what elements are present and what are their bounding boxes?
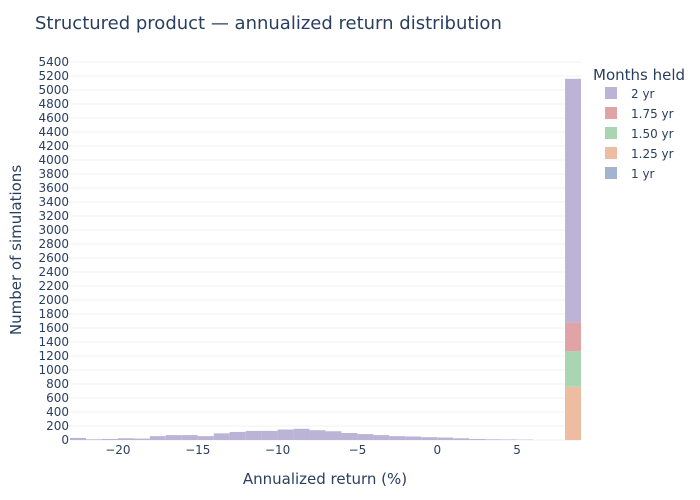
y-tick-label: 600 (46, 391, 69, 405)
x-axis-title: Annualized return (%) (243, 470, 407, 488)
bar-2-yr (197, 436, 214, 440)
bar-2-yr (501, 439, 518, 440)
y-tick-label: 4600 (38, 111, 69, 125)
bar-2-yr (341, 433, 358, 440)
legend-label: 2 yr (631, 87, 655, 101)
bar-2-yr (165, 435, 182, 440)
y-tick-label: 2800 (38, 237, 69, 251)
y-tick-label: 2200 (38, 279, 69, 293)
x-tick-label: −10 (265, 443, 290, 457)
x-tick-label: 5 (513, 443, 521, 457)
bar-2-yr (453, 438, 470, 440)
bar-2-yr (357, 434, 374, 440)
legend-swatch (605, 127, 617, 139)
bar-2-yr (213, 433, 230, 440)
bar-1_50-yr (565, 351, 581, 387)
y-tick-label: 4200 (38, 139, 69, 153)
chart-title: Structured product — annualized return d… (35, 13, 502, 34)
y-tick-label: 5000 (38, 83, 69, 97)
legend-label: 1.75 yr (631, 107, 674, 121)
legend-label: 1.50 yr (631, 127, 674, 141)
x-tick-label: −15 (185, 443, 210, 457)
legend-swatch (605, 107, 617, 119)
gridlines (70, 61, 581, 441)
bar-2-yr (149, 436, 166, 440)
y-tick-label: 1400 (38, 335, 69, 349)
y-tick-label: 2400 (38, 265, 69, 279)
bar-1_75-yr (565, 322, 581, 352)
y-tick-label: 4000 (38, 153, 69, 167)
y-tick-label: 5400 (38, 55, 69, 69)
y-tick-label: 2000 (38, 293, 69, 307)
bar-1_25-yr (565, 386, 581, 440)
x-tick-label: −5 (349, 443, 367, 457)
bar-2-yr (405, 436, 422, 440)
bar-2-yr (389, 436, 406, 440)
bar-2-yr (261, 430, 278, 440)
x-tick-label: 0 (433, 443, 441, 457)
bar-2-yr (245, 430, 262, 440)
y-tick-label: 1600 (38, 321, 69, 335)
y-tick-label: 2600 (38, 251, 69, 265)
y-tick-label: 3800 (38, 167, 69, 181)
legend-swatch (605, 167, 617, 179)
bar-2-yr (229, 431, 246, 440)
y-tick-label: 3400 (38, 195, 69, 209)
y-tick-label: 3200 (38, 209, 69, 223)
y-tick-label: 3000 (38, 223, 69, 237)
bar-2-yr (181, 435, 198, 440)
y-tick-label: 1800 (38, 307, 69, 321)
bar-2-yr (565, 78, 581, 323)
bar-2-yr (485, 439, 502, 440)
legend-title: Months held (593, 66, 685, 84)
bars (70, 78, 581, 440)
x-tick-label: −20 (105, 443, 130, 457)
bar-2-yr (293, 428, 310, 440)
y-tick-label: 4800 (38, 97, 69, 111)
bar-2-yr (117, 438, 134, 440)
bar-2-yr (325, 431, 342, 440)
bar-2-yr (85, 439, 102, 440)
y-tick-label: 3600 (38, 181, 69, 195)
bar-2-yr (277, 429, 294, 440)
y-axis-title: Number of simulations (7, 165, 25, 335)
legend-swatch (605, 147, 617, 159)
bar-2-yr (309, 430, 326, 440)
y-tick-label: 400 (46, 405, 69, 419)
x-axis-ticks: −20 −15 −10 −5 0 5 (105, 443, 521, 457)
legend-label: 1 yr (631, 167, 655, 181)
y-axis-ticks: 0200400600800100012001400160018002000220… (38, 55, 69, 447)
y-tick-label: 800 (46, 377, 69, 391)
y-tick-label: 5200 (38, 69, 69, 83)
legend-label: 1.25 yr (631, 147, 674, 161)
bar-2-yr (437, 437, 454, 440)
y-tick-label: 4400 (38, 125, 69, 139)
legend-swatch (605, 87, 617, 99)
bar-2-yr (101, 438, 118, 440)
y-tick-label: 1000 (38, 363, 69, 377)
bar-2-yr (373, 435, 390, 440)
y-tick-label: 1200 (38, 349, 69, 363)
bar-2-yr (133, 438, 150, 440)
bar-2-yr (70, 437, 86, 440)
y-tick-label: 200 (46, 419, 69, 433)
legend: Months held 2 yr 1.75 yr 1.50 yr 1.25 yr 1 y… (593, 66, 685, 181)
bar-2-yr (421, 437, 438, 440)
y-tick-label: 0 (61, 433, 69, 447)
bar-2-yr (469, 438, 486, 440)
